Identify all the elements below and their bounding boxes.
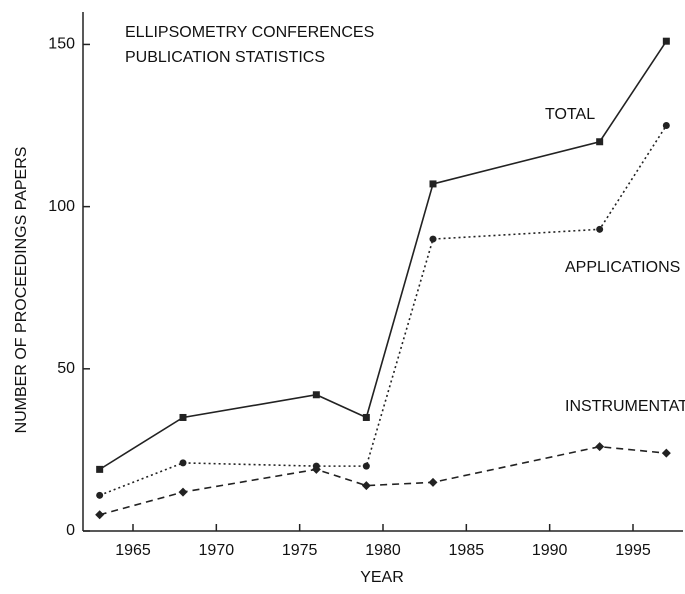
data-point — [178, 487, 188, 497]
chart-subtitle: PUBLICATION STATISTICS — [125, 49, 325, 66]
series-label: TOTAL — [545, 106, 595, 123]
x-tick-label: 1985 — [449, 542, 485, 559]
data-point — [361, 481, 371, 491]
data-point — [595, 442, 605, 452]
x-tick-label: 1990 — [532, 542, 568, 559]
data-point — [362, 413, 370, 421]
data-point — [428, 477, 438, 487]
data-point — [179, 459, 187, 467]
series-line — [99, 445, 667, 516]
data-point — [96, 465, 104, 473]
x-tick-label: 1995 — [615, 542, 651, 559]
data-point — [429, 180, 437, 188]
y-tick-label: 50 — [57, 360, 75, 377]
data-point — [95, 510, 105, 520]
data-point — [179, 413, 187, 421]
series-label: INSTRUMENTATION — [565, 398, 685, 415]
x-tick-label: 1975 — [282, 542, 318, 559]
series-line — [99, 125, 668, 497]
y-axis-label: NUMBER OF PROCEEDINGS PAPERS — [13, 147, 30, 434]
data-point — [96, 491, 104, 499]
data-point — [311, 464, 321, 474]
x-axis-label: YEAR — [360, 569, 404, 586]
data-point — [596, 225, 604, 233]
x-tick-label: 1980 — [365, 542, 401, 559]
y-tick-label: 0 — [66, 522, 75, 539]
data-point — [662, 122, 670, 130]
data-point — [596, 138, 604, 146]
x-tick-label: 1970 — [199, 542, 235, 559]
x-tick-label: 1965 — [115, 542, 151, 559]
data-point — [661, 448, 671, 458]
data-point — [429, 235, 437, 243]
data-point — [362, 462, 370, 470]
data-point — [312, 391, 320, 399]
y-tick-label: 150 — [48, 36, 75, 53]
series-label: APPLICATIONS — [565, 259, 680, 276]
data-point — [662, 37, 670, 45]
y-tick-label: 100 — [48, 198, 75, 215]
chart-title: ELLIPSOMETRY CONFERENCES — [125, 24, 374, 41]
